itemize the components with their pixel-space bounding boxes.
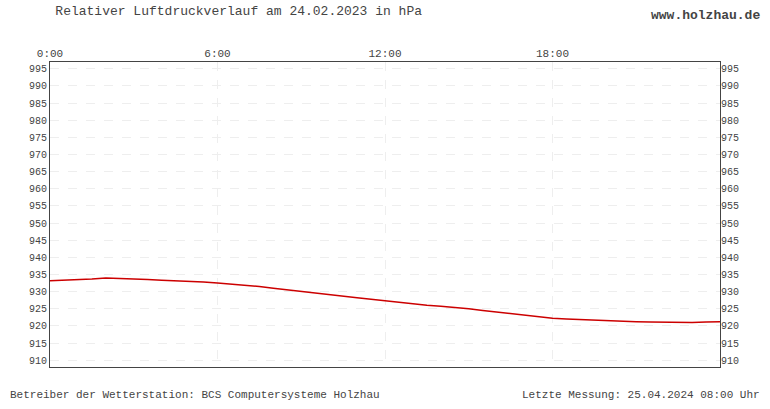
svg-text:925: 925 <box>29 304 47 315</box>
svg-text:Relativer Luftdruckverlauf am: Relativer Luftdruckverlauf am 24.02.2023… <box>55 4 422 19</box>
svg-text:945: 945 <box>721 236 739 247</box>
svg-text:955: 955 <box>721 201 739 212</box>
svg-text:910: 910 <box>721 356 739 367</box>
svg-text:925: 925 <box>721 304 739 315</box>
svg-text:990: 990 <box>721 81 739 92</box>
svg-text:935: 935 <box>29 270 47 281</box>
svg-text:Betreiber der Wetterstation: B: Betreiber der Wetterstation: BCS Compute… <box>10 389 380 401</box>
svg-text:915: 915 <box>29 339 47 350</box>
svg-text:950: 950 <box>29 219 47 230</box>
svg-text:995: 995 <box>29 64 47 75</box>
svg-text:940: 940 <box>721 253 739 264</box>
svg-text:965: 965 <box>29 167 47 178</box>
svg-text:920: 920 <box>721 321 739 332</box>
svg-text:0:00: 0:00 <box>37 48 63 60</box>
svg-text:910: 910 <box>29 356 47 367</box>
svg-text:980: 980 <box>721 116 739 127</box>
svg-text:930: 930 <box>29 287 47 298</box>
svg-text:995: 995 <box>721 64 739 75</box>
svg-text:940: 940 <box>29 253 47 264</box>
svg-text:975: 975 <box>29 133 47 144</box>
svg-text:935: 935 <box>721 270 739 281</box>
svg-text:12:00: 12:00 <box>368 48 401 60</box>
svg-text:18:00: 18:00 <box>536 48 569 60</box>
svg-text:975: 975 <box>721 133 739 144</box>
svg-text:930: 930 <box>721 287 739 298</box>
svg-text:945: 945 <box>29 236 47 247</box>
svg-text:915: 915 <box>721 339 739 350</box>
svg-text:www.holzhau.de: www.holzhau.de <box>651 8 760 23</box>
svg-text:950: 950 <box>721 219 739 230</box>
svg-text:970: 970 <box>29 150 47 161</box>
svg-text:985: 985 <box>29 99 47 110</box>
svg-text:920: 920 <box>29 321 47 332</box>
svg-text:990: 990 <box>29 81 47 92</box>
svg-text:985: 985 <box>721 99 739 110</box>
svg-text:980: 980 <box>29 116 47 127</box>
svg-text:Letzte Messung: 25.04.2024 08:: Letzte Messung: 25.04.2024 08:00 Uhr <box>522 389 760 401</box>
svg-text:6:00: 6:00 <box>204 48 230 60</box>
svg-text:960: 960 <box>29 184 47 195</box>
svg-text:955: 955 <box>29 201 47 212</box>
svg-text:965: 965 <box>721 167 739 178</box>
svg-text:970: 970 <box>721 150 739 161</box>
svg-text:960: 960 <box>721 184 739 195</box>
